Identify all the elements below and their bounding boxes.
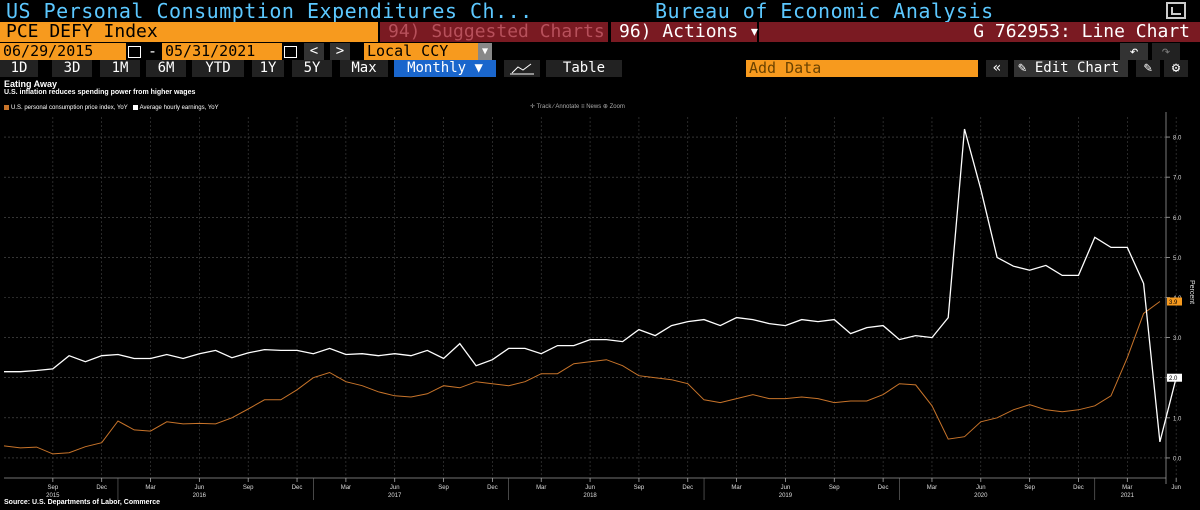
line-chart-icon[interactable]	[504, 60, 540, 77]
chart-subtitle: U.S. inflation reduces spending power fr…	[4, 89, 196, 96]
y-axis-label: Percent	[1188, 280, 1195, 304]
y-tick-label: 3.0	[1173, 336, 1182, 342]
x-tick-label: Mar	[927, 485, 937, 491]
x-tick-label: Dec	[878, 485, 889, 491]
x-tick-label: Sep	[1024, 485, 1035, 491]
x-year-label: 2017	[388, 493, 402, 499]
y-tick-label: 1.0	[1173, 416, 1182, 422]
range-5y[interactable]: 5Y	[292, 60, 332, 77]
table-button[interactable]: Table	[546, 60, 622, 77]
x-tick-label: Jun	[781, 485, 791, 491]
undo-button[interactable]: ↶	[1120, 43, 1148, 60]
legend-label-ahe: Average hourly earnings, YoY	[139, 105, 219, 112]
range-6m[interactable]: 6M	[146, 60, 186, 77]
export-icon[interactable]	[1166, 2, 1186, 19]
x-tick-label: Dec	[96, 485, 107, 491]
range-1m[interactable]: 1M	[100, 60, 140, 77]
y-tick-label: 6.0	[1173, 216, 1182, 222]
legend-swatch-ahe	[132, 105, 138, 110]
ticker-field[interactable]: PCE DEFY Index	[0, 22, 378, 42]
window-title: US Personal Consumption Expenditures Ch.…	[6, 0, 533, 23]
y-tick-label: 7.0	[1173, 176, 1182, 182]
add-data-input[interactable]: Add Data	[746, 60, 978, 77]
x-tick-label: Jun	[1171, 485, 1181, 491]
source-name: Bureau of Economic Analysis	[655, 0, 994, 23]
range-1d[interactable]: 1D	[0, 60, 38, 77]
legend-swatch-pce	[4, 105, 9, 110]
calendar-icon[interactable]	[284, 46, 297, 58]
x-year-label: 2021	[1121, 493, 1135, 499]
x-tick-label: Mar	[731, 485, 741, 491]
x-tick-label: Mar	[536, 485, 546, 491]
x-tick-label: Jun	[976, 485, 986, 491]
actions-menu[interactable]: 96) Actions ▾	[611, 22, 760, 42]
x-tick-label: Jun	[585, 485, 595, 491]
x-year-label: 2019	[779, 493, 793, 499]
last-value-tag-pce	[1167, 297, 1182, 306]
chart-legend: U.S. personal consumption price index, Y…	[4, 105, 219, 111]
gear-icon[interactable]: ⚙	[1164, 60, 1188, 77]
x-year-label: 2018	[583, 493, 597, 499]
chart-title: Eating Away	[4, 79, 58, 89]
last-value-tag-ahe	[1167, 373, 1182, 382]
x-tick-label: Sep	[829, 485, 840, 491]
chart-style-icon[interactable]: ✎	[1136, 60, 1160, 77]
y-tick-label: 8.0	[1173, 136, 1182, 142]
x-year-label: 2016	[193, 493, 207, 499]
x-tick-label: Jun	[390, 485, 400, 491]
date-separator: -	[148, 42, 158, 60]
x-tick-label: Dec	[682, 485, 693, 491]
y-tick-label: 0.0	[1173, 456, 1182, 462]
x-tick-label: Dec	[1073, 485, 1084, 491]
x-tick-label: Dec	[487, 485, 498, 491]
x-tick-label: Mar	[145, 485, 155, 491]
x-tick-label: Mar	[1122, 485, 1132, 491]
x-tick-label: Jun	[195, 485, 205, 491]
calendar-icon[interactable]	[128, 46, 141, 58]
edit-chart-button[interactable]: ✎ Edit Chart	[1014, 60, 1128, 77]
range-1y[interactable]: 1Y	[252, 60, 284, 77]
collapse-button[interactable]: «	[986, 60, 1008, 77]
x-year-label: 2015	[46, 493, 60, 499]
x-tick-label: Mar	[341, 485, 351, 491]
suggested-charts-button[interactable]: 94) Suggested Charts	[380, 22, 608, 42]
next-period-button[interactable]: >	[330, 43, 350, 60]
x-tick-label: Sep	[243, 485, 254, 491]
legend-label-pce: U.S. personal consumption price index, Y…	[11, 105, 128, 112]
range-max[interactable]: Max	[340, 60, 388, 77]
range-3d[interactable]: 3D	[52, 60, 92, 77]
x-tick-label: Sep	[634, 485, 645, 491]
end-date-field[interactable]: 05/31/2021	[162, 43, 282, 60]
last-value-label: 3.9	[1169, 300, 1178, 306]
x-tick-label: Sep	[47, 485, 58, 491]
range-ytd[interactable]: YTD	[192, 60, 244, 77]
source-note: Source: U.S. Departments of Labor, Comme…	[4, 499, 160, 506]
x-tick-label: Dec	[292, 485, 303, 491]
prev-period-button[interactable]: <	[304, 43, 324, 60]
frequency-select[interactable]: Monthly ▼	[394, 60, 496, 77]
last-value-label: 2.0	[1169, 376, 1178, 382]
start-date-field[interactable]: 06/29/2015	[0, 43, 126, 60]
x-year-label: 2020	[974, 493, 988, 499]
series-line-pce	[3, 301, 1161, 455]
chart-tools[interactable]: ✛ Track ∕ Annotate ≡ News ⊕ Zoom	[530, 104, 625, 110]
redo-button[interactable]: ↷	[1152, 43, 1180, 60]
currency-select[interactable]: Local CCY	[364, 43, 478, 60]
x-tick-label: Sep	[438, 485, 449, 491]
chart-id-label: G 762953: Line Chart	[759, 22, 1200, 42]
y-tick-label: 5.0	[1173, 256, 1182, 262]
chevron-down-icon[interactable]: ▼	[478, 43, 492, 60]
